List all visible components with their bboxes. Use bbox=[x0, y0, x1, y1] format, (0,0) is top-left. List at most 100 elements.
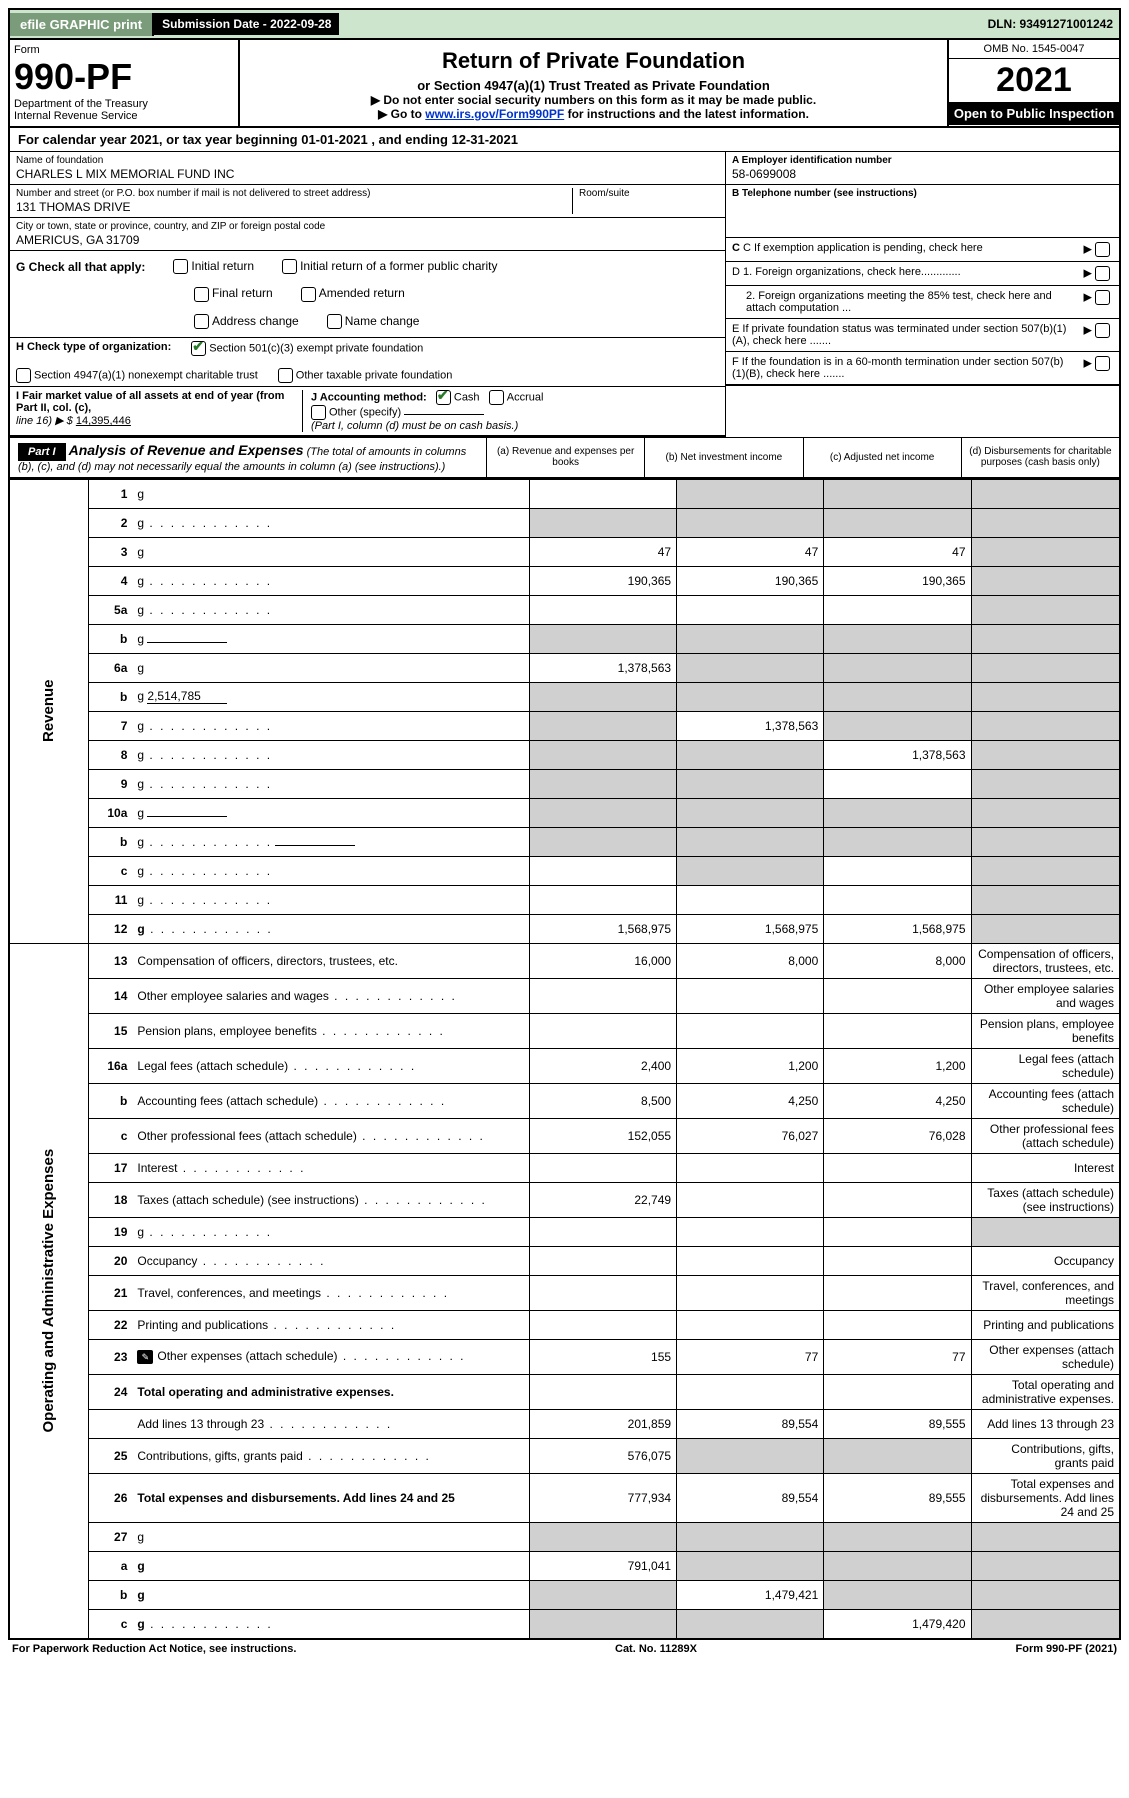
line-description: Travel, conferences, and meetings bbox=[132, 1275, 529, 1310]
g-check-block: G Check all that apply: Initial return I… bbox=[10, 251, 725, 338]
amount-cell: 777,934 bbox=[529, 1473, 676, 1522]
line-number: 12 bbox=[89, 914, 133, 943]
line-number: 21 bbox=[89, 1275, 133, 1310]
checkbox-d2[interactable] bbox=[1095, 290, 1110, 305]
g-label: G Check all that apply: bbox=[16, 260, 145, 274]
c-exemption-pending: C C If exemption application is pending,… bbox=[732, 242, 1083, 254]
d2-85pct: 2. Foreign organizations meeting the 85%… bbox=[732, 290, 1083, 314]
amount-cell: Printing and publications bbox=[971, 1310, 1120, 1339]
checkbox-final-return[interactable] bbox=[194, 287, 209, 302]
checkbox-other-taxable[interactable] bbox=[278, 368, 293, 383]
line-description: g bbox=[132, 740, 529, 769]
line-description: Add lines 13 through 23 bbox=[132, 1409, 529, 1438]
amount-cell: 77 bbox=[824, 1339, 971, 1374]
amount-cell: 4,250 bbox=[824, 1083, 971, 1118]
checkbox-initial-public[interactable] bbox=[282, 259, 297, 274]
amount-cell bbox=[824, 1153, 971, 1182]
checkbox-cash[interactable] bbox=[436, 390, 451, 405]
e-terminated: E If private foundation status was termi… bbox=[732, 323, 1083, 347]
amount-cell bbox=[677, 682, 824, 711]
line-description: Other professional fees (attach schedule… bbox=[132, 1118, 529, 1153]
goto-line: ▶ Go to www.irs.gov/Form990PF for instru… bbox=[248, 107, 939, 121]
d1-foreign-org: D 1. Foreign organizations, check here..… bbox=[732, 266, 1083, 278]
checkbox-initial-return[interactable] bbox=[173, 259, 188, 274]
checkbox-name-change[interactable] bbox=[327, 314, 342, 329]
amount-cell bbox=[529, 798, 676, 827]
line-description: g bbox=[132, 856, 529, 885]
line-number: 5a bbox=[89, 595, 133, 624]
foundation-name: CHARLES L MIX MEMORIAL FUND INC bbox=[16, 166, 719, 181]
efile-print-button[interactable]: efile GRAPHIC print bbox=[10, 13, 154, 36]
line-number: b bbox=[89, 682, 133, 711]
fill-line bbox=[147, 816, 227, 817]
line-description: Total expenses and disbursements. Add li… bbox=[132, 1473, 529, 1522]
checkbox-accrual[interactable] bbox=[489, 390, 504, 405]
line-description: g bbox=[132, 624, 529, 653]
line-description: g bbox=[132, 1580, 529, 1609]
amount-cell bbox=[529, 885, 676, 914]
amount-cell: 89,554 bbox=[677, 1409, 824, 1438]
amount-cell bbox=[824, 978, 971, 1013]
tax-year: 2021 bbox=[949, 59, 1119, 102]
amount-cell: 190,365 bbox=[677, 566, 824, 595]
line-number: 23 bbox=[89, 1339, 133, 1374]
amount-cell: 1,568,975 bbox=[677, 914, 824, 943]
amount-cell bbox=[529, 1013, 676, 1048]
line-description: g bbox=[132, 798, 529, 827]
amount-cell bbox=[971, 537, 1120, 566]
line-number: 18 bbox=[89, 1182, 133, 1217]
paperwork-notice: For Paperwork Reduction Act Notice, see … bbox=[12, 1643, 296, 1655]
amount-cell bbox=[677, 1438, 824, 1473]
line-number: 27 bbox=[89, 1522, 133, 1551]
amount-cell bbox=[529, 856, 676, 885]
checkbox-amended-return[interactable] bbox=[301, 287, 316, 302]
line-description: Total operating and administrative expen… bbox=[132, 1374, 529, 1409]
form-title: Return of Private Foundation bbox=[248, 48, 939, 74]
checkbox-c[interactable] bbox=[1095, 242, 1110, 257]
line-number bbox=[89, 1409, 133, 1438]
amount-cell bbox=[677, 1374, 824, 1409]
line-description: g bbox=[132, 711, 529, 740]
irs-link[interactable]: www.irs.gov/Form990PF bbox=[425, 107, 564, 121]
line-number: 25 bbox=[89, 1438, 133, 1473]
amount-cell bbox=[971, 595, 1120, 624]
line-number: 13 bbox=[89, 943, 133, 978]
amount-cell: 8,000 bbox=[824, 943, 971, 978]
checkbox-501c3[interactable] bbox=[191, 341, 206, 356]
amount-cell bbox=[677, 1217, 824, 1246]
amount-cell bbox=[824, 1522, 971, 1551]
amount-cell: 190,365 bbox=[529, 566, 676, 595]
line-description: g bbox=[132, 566, 529, 595]
line-number: 10a bbox=[89, 798, 133, 827]
amount-cell: 1,568,975 bbox=[824, 914, 971, 943]
submission-date: Submission Date - 2022-09-28 bbox=[154, 13, 339, 35]
checkbox-d1[interactable] bbox=[1095, 266, 1110, 281]
amount-cell bbox=[529, 740, 676, 769]
checkbox-address-change[interactable] bbox=[194, 314, 209, 329]
col-d-header: (d) Disbursements for charitable purpose… bbox=[961, 438, 1119, 477]
amount-cell bbox=[677, 769, 824, 798]
ein-label: A Employer identification number bbox=[732, 155, 1113, 166]
amount-cell bbox=[677, 1551, 824, 1580]
line-number: 7 bbox=[89, 711, 133, 740]
checkbox-other-method[interactable] bbox=[311, 405, 326, 420]
line-number: c bbox=[89, 1118, 133, 1153]
amount-cell bbox=[824, 1374, 971, 1409]
line-number: 22 bbox=[89, 1310, 133, 1339]
amount-cell bbox=[824, 827, 971, 856]
amount-cell bbox=[529, 1246, 676, 1275]
line-number: 26 bbox=[89, 1473, 133, 1522]
checkbox-e[interactable] bbox=[1095, 323, 1110, 338]
amount-cell: Contributions, gifts, grants paid bbox=[971, 1438, 1120, 1473]
revenue-side-label: Revenue bbox=[9, 479, 89, 943]
checkbox-4947[interactable] bbox=[16, 368, 31, 383]
name-label: Name of foundation bbox=[16, 155, 719, 166]
ssn-warning: ▶ Do not enter social security numbers o… bbox=[248, 93, 939, 107]
form-header: Form 990-PF Department of the Treasury I… bbox=[8, 40, 1121, 128]
checkbox-f[interactable] bbox=[1095, 356, 1110, 371]
amount-cell: 77 bbox=[677, 1339, 824, 1374]
schedule-icon[interactable]: ✎ bbox=[137, 1350, 153, 1364]
amount-cell bbox=[824, 856, 971, 885]
fill-line bbox=[147, 642, 227, 643]
amount-cell: 8,000 bbox=[677, 943, 824, 978]
